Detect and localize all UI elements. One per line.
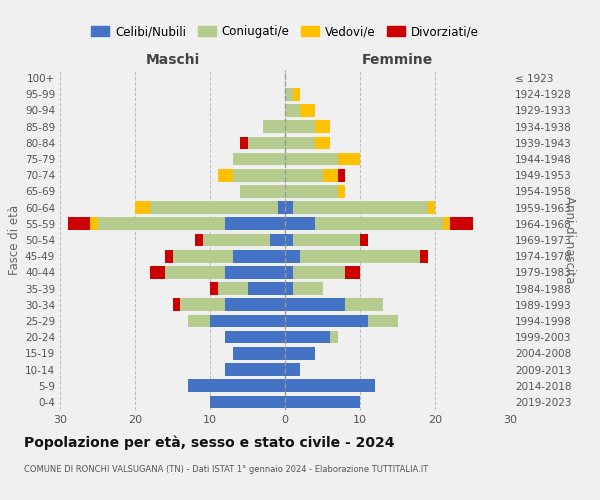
- Bar: [285, 396, 360, 408]
- Bar: [240, 136, 248, 149]
- Bar: [180, 298, 225, 311]
- Bar: [285, 88, 293, 101]
- Legend: Celibi/Nubili, Coniugati/e, Vedovi/e, Divorziati/e: Celibi/Nubili, Coniugati/e, Vedovi/e, Di…: [88, 22, 482, 42]
- Bar: [195, 234, 203, 246]
- Bar: [233, 250, 285, 262]
- Bar: [285, 185, 337, 198]
- Bar: [293, 282, 323, 295]
- Text: COMUNE DI RONCHI VALSUGANA (TN) - Dati ISTAT 1° gennaio 2024 - Elaborazione TUTT: COMUNE DI RONCHI VALSUGANA (TN) - Dati I…: [24, 465, 428, 474]
- Bar: [293, 234, 360, 246]
- Bar: [173, 250, 233, 262]
- Text: Maschi: Maschi: [145, 53, 200, 67]
- Bar: [285, 136, 315, 149]
- Bar: [270, 234, 285, 246]
- Bar: [150, 202, 277, 214]
- Bar: [427, 202, 435, 214]
- Bar: [277, 202, 285, 214]
- Bar: [218, 169, 233, 181]
- Bar: [285, 363, 300, 376]
- Bar: [248, 136, 285, 149]
- Bar: [293, 88, 300, 101]
- Bar: [285, 282, 293, 295]
- Bar: [210, 396, 285, 408]
- Bar: [315, 136, 330, 149]
- Bar: [315, 218, 443, 230]
- Bar: [150, 266, 165, 278]
- Text: Popolazione per età, sesso e stato civile - 2024: Popolazione per età, sesso e stato civil…: [24, 435, 395, 450]
- Bar: [285, 347, 315, 360]
- Bar: [285, 202, 293, 214]
- Bar: [165, 250, 173, 262]
- Bar: [293, 202, 427, 214]
- Bar: [285, 250, 300, 262]
- Bar: [315, 120, 330, 133]
- Bar: [173, 298, 180, 311]
- Bar: [293, 266, 345, 278]
- Bar: [323, 169, 337, 181]
- Bar: [165, 266, 225, 278]
- Bar: [218, 282, 248, 295]
- Text: Femmine: Femmine: [362, 53, 433, 67]
- Bar: [285, 314, 367, 328]
- Bar: [285, 266, 293, 278]
- Bar: [90, 218, 97, 230]
- Bar: [187, 380, 285, 392]
- Bar: [300, 104, 315, 117]
- Y-axis label: Anni di nascita: Anni di nascita: [563, 196, 576, 284]
- Bar: [225, 331, 285, 344]
- Bar: [225, 218, 285, 230]
- Bar: [285, 331, 330, 344]
- Bar: [225, 266, 285, 278]
- Bar: [337, 185, 345, 198]
- Bar: [135, 202, 150, 214]
- Bar: [337, 169, 345, 181]
- Bar: [450, 218, 473, 230]
- Bar: [187, 314, 210, 328]
- Bar: [233, 169, 285, 181]
- Bar: [285, 152, 337, 166]
- Bar: [420, 250, 427, 262]
- Bar: [337, 152, 360, 166]
- Bar: [263, 120, 285, 133]
- Bar: [203, 234, 270, 246]
- Bar: [443, 218, 450, 230]
- Bar: [233, 152, 285, 166]
- Bar: [248, 282, 285, 295]
- Bar: [225, 298, 285, 311]
- Bar: [367, 314, 398, 328]
- Bar: [285, 298, 345, 311]
- Bar: [360, 234, 367, 246]
- Bar: [285, 234, 293, 246]
- Bar: [345, 266, 360, 278]
- Bar: [233, 347, 285, 360]
- Bar: [285, 104, 300, 117]
- Bar: [285, 169, 323, 181]
- Bar: [225, 363, 285, 376]
- Bar: [240, 185, 285, 198]
- Y-axis label: Fasce di età: Fasce di età: [8, 205, 21, 275]
- Bar: [67, 218, 90, 230]
- Bar: [330, 331, 337, 344]
- Bar: [97, 218, 225, 230]
- Bar: [285, 120, 315, 133]
- Bar: [210, 314, 285, 328]
- Bar: [300, 250, 420, 262]
- Bar: [345, 298, 383, 311]
- Bar: [285, 218, 315, 230]
- Bar: [210, 282, 218, 295]
- Bar: [285, 380, 375, 392]
